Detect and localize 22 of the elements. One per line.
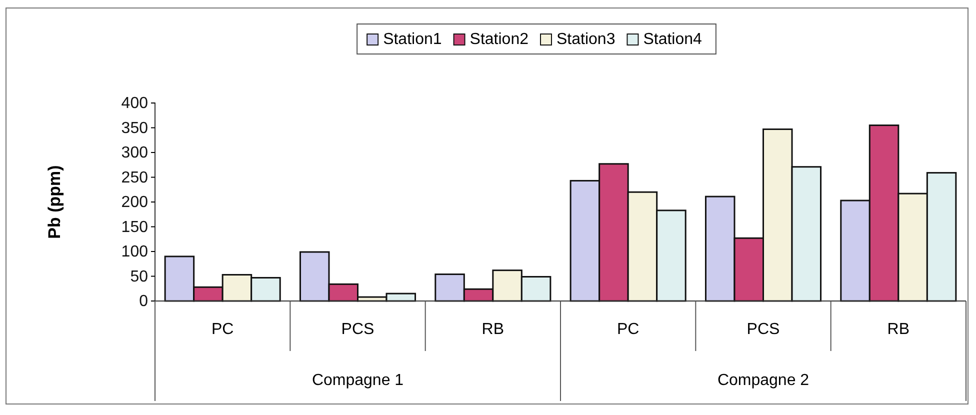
- y-tick-label: 150: [121, 218, 148, 236]
- y-tick-label: 250: [121, 169, 148, 186]
- y-tick-label: 350: [121, 120, 148, 137]
- x-tick-label: PC: [211, 321, 234, 338]
- x-tick-label: PCS: [341, 321, 374, 338]
- legend-label: Station4: [643, 31, 702, 48]
- x-tick-label: RB: [482, 321, 504, 338]
- x-tick-label: RB: [887, 321, 910, 338]
- text: Compagne 2: [717, 372, 810, 389]
- text: Compagne 1: [312, 372, 404, 389]
- y-tick-label: 400: [121, 95, 148, 112]
- y-tick-label: 0: [139, 293, 148, 310]
- y-tick-label: 300: [121, 144, 148, 162]
- legend-label: Station3: [556, 31, 616, 48]
- y-tick-label: 200: [121, 194, 148, 212]
- y-axis-title: Pb (ppm): [45, 165, 64, 239]
- legend-label: Station1: [383, 31, 442, 48]
- y-tick-label: 50: [130, 268, 148, 286]
- x-tick-label: PCS: [746, 321, 780, 338]
- legend-label: Station2: [470, 31, 529, 48]
- y-tick-label: 100: [121, 244, 148, 261]
- x-tick-label: PC: [616, 321, 640, 338]
